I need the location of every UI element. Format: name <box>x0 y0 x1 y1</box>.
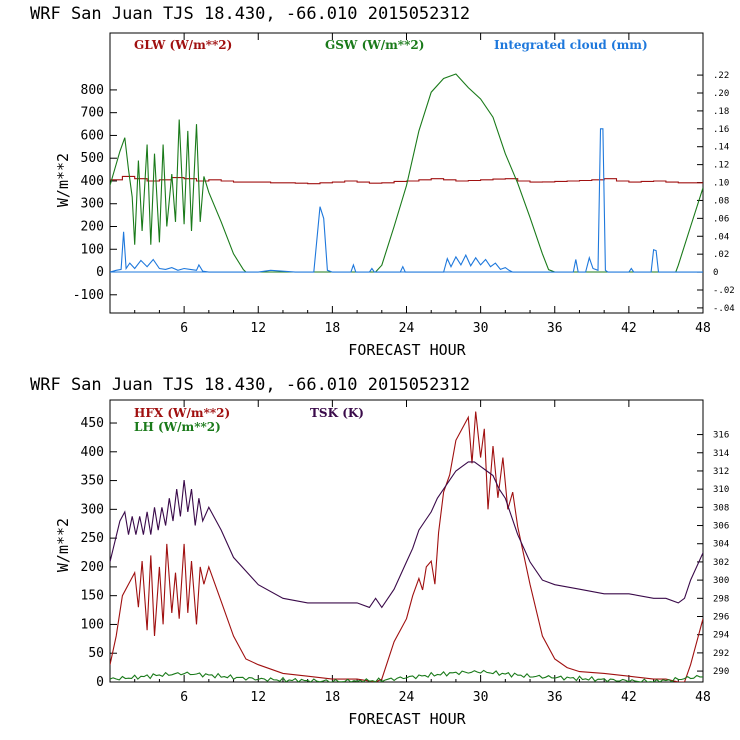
y-tick-label: 400 <box>81 445 104 460</box>
legend-integrated-cloud: Integrated cloud (mm) <box>494 38 648 52</box>
y2-tick-label: 310 <box>713 485 729 495</box>
y2-tick-label: .18 <box>713 107 729 117</box>
x-tick-label: 42 <box>621 321 637 336</box>
y2-tick-label: .06 <box>713 214 729 224</box>
y-tick-label: 200 <box>81 219 104 234</box>
legend-glw: GLW (W/m**2) <box>134 38 232 52</box>
y2-tick-label: 294 <box>713 631 729 641</box>
x-tick-label: 30 <box>473 690 489 705</box>
y2-tick-label: 302 <box>713 558 729 568</box>
y-tick-label: 500 <box>81 151 104 166</box>
y2-tick-label: 296 <box>713 613 729 623</box>
y-tick-label: 250 <box>81 531 104 546</box>
y-tick-label: 0 <box>96 265 104 280</box>
x-tick-label: 36 <box>547 321 563 336</box>
y2-tick-label: 292 <box>713 649 729 659</box>
y-tick-label: 600 <box>81 128 104 143</box>
legend-hfx: HFX (W/m**2) <box>134 406 230 420</box>
y2-tick-label: .14 <box>713 143 729 153</box>
x-tick-label: 18 <box>325 690 341 705</box>
top-y-axis-label: W/m**2 <box>54 153 72 207</box>
top-panel: WRF San Juan TJS 18.430, -66.010 2015052… <box>30 4 735 359</box>
top-chart-title: WRF San Juan TJS 18.430, -66.010 2015052… <box>30 4 470 24</box>
y2-tick-label: 298 <box>713 594 729 604</box>
y-tick-label: 400 <box>81 174 104 189</box>
bottom-chart-title: WRF San Juan TJS 18.430, -66.010 2015052… <box>30 375 470 395</box>
y-tick-label: 300 <box>81 197 104 212</box>
x-tick-label: 48 <box>695 690 711 705</box>
y-tick-label: 150 <box>81 589 104 604</box>
y2-tick-label: .10 <box>713 179 729 189</box>
y-tick-label: 450 <box>81 416 104 431</box>
x-tick-label: 24 <box>399 321 415 336</box>
x-tick-label: 6 <box>180 690 188 705</box>
y-tick-label: 0 <box>96 675 104 690</box>
y2-tick-label: 0 <box>713 268 718 278</box>
y2-tick-label: .22 <box>713 71 729 81</box>
x-tick-label: 48 <box>695 321 711 336</box>
bottom-axis-ticks: 6 12 18 24 30 36 42 48 0 50 100 150 200 250 300 350 400 4… <box>81 400 729 705</box>
y2-tick-label: .20 <box>713 89 729 99</box>
top-series <box>110 73 703 273</box>
top-plot-frame <box>109 32 704 314</box>
bottom-y-axis-label: W/m**2 <box>54 518 72 572</box>
x-tick-label: 42 <box>621 690 637 705</box>
x-tick-label: 36 <box>547 690 563 705</box>
y-tick-label: 700 <box>81 106 104 121</box>
x-tick-label: 12 <box>250 321 266 336</box>
y2-tick-label: .12 <box>713 161 729 171</box>
bottom-series-line-1 <box>110 411 703 682</box>
y-tick-label: 350 <box>81 474 104 489</box>
y-tick-label: -100 <box>73 288 104 303</box>
y2-tick-label: 308 <box>713 503 729 513</box>
y-tick-label: 50 <box>88 646 104 661</box>
top-x-axis-label: FORECAST HOUR <box>348 341 466 359</box>
y2-tick-label: 290 <box>713 667 729 677</box>
top-axis-ticks: 6 12 18 24 30 36 42 48 -100 0 100 200 300 400 500 600 70… <box>73 33 735 336</box>
top-series-line-2 <box>110 73 703 273</box>
y-tick-label: 800 <box>81 83 104 98</box>
x-tick-label: 24 <box>399 690 415 705</box>
y-tick-label: 200 <box>81 560 104 575</box>
x-tick-label: 30 <box>473 321 489 336</box>
y-tick-label: 100 <box>81 242 104 257</box>
y-tick-label: 300 <box>81 502 104 517</box>
x-tick-label: 6 <box>180 321 188 336</box>
y2-tick-label: -.04 <box>713 304 735 314</box>
y2-tick-label: 300 <box>713 576 729 586</box>
bottom-panel: WRF San Juan TJS 18.430, -66.010 2015052… <box>30 375 729 728</box>
legend-lh: LH (W/m**2) <box>134 420 221 434</box>
y2-tick-label: .02 <box>713 250 729 260</box>
top-series-line-3 <box>110 128 703 273</box>
bottom-plot-frame <box>109 399 704 683</box>
bottom-series-line-2 <box>110 669 703 682</box>
y-tick-label: 100 <box>81 617 104 632</box>
bottom-series <box>110 411 703 682</box>
legend-tsk: TSK (K) <box>310 406 364 420</box>
y2-tick-label: .08 <box>713 196 729 206</box>
y2-tick-label: 314 <box>713 449 729 459</box>
y2-tick-label: .04 <box>713 232 729 242</box>
y2-tick-label: .16 <box>713 125 729 135</box>
y2-tick-label: 306 <box>713 522 729 532</box>
bottom-x-axis-label: FORECAST HOUR <box>348 710 466 728</box>
y2-tick-label: 316 <box>713 431 729 441</box>
x-tick-label: 18 <box>325 321 341 336</box>
bottom-series-line-3 <box>110 461 703 609</box>
y2-tick-label: -.02 <box>713 286 735 296</box>
legend-gsw: GSW (W/m**2) <box>325 38 424 52</box>
y2-tick-label: 304 <box>713 540 729 550</box>
x-tick-label: 12 <box>250 690 266 705</box>
y2-tick-label: 312 <box>713 467 729 477</box>
